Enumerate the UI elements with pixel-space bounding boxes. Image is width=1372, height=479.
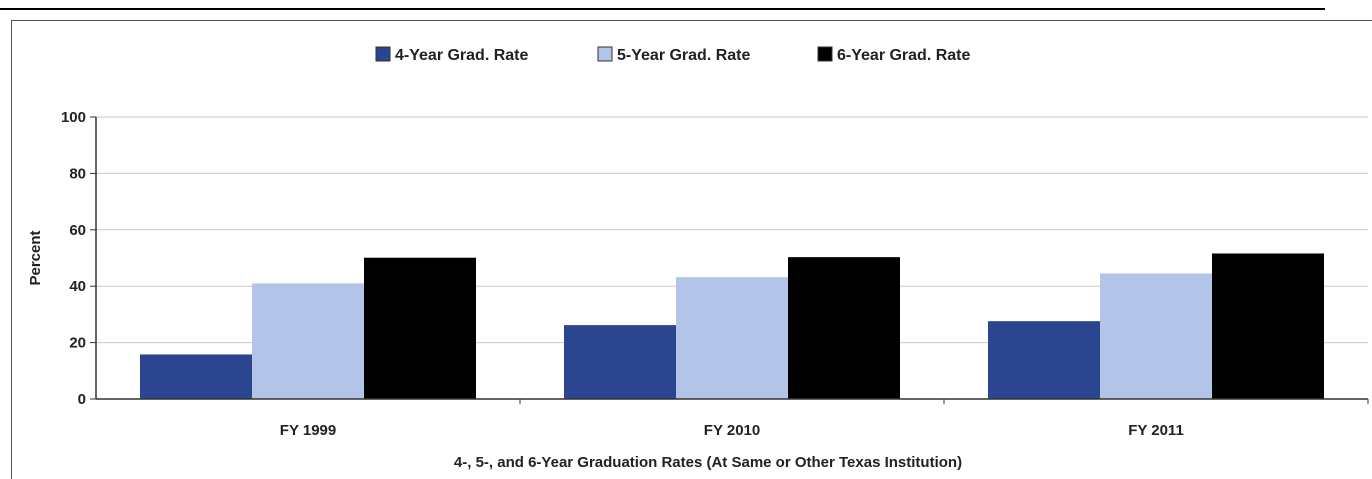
x-axis-title: 4-, 5-, and 6-Year Graduation Rates (At … — [454, 454, 962, 471]
bar-fy-2011-series-1 — [988, 321, 1100, 399]
bar-fy-2010-series-2 — [676, 277, 788, 399]
chart-frame — [11, 20, 1372, 479]
y-tick-label: 20 — [69, 335, 86, 352]
legend-swatch — [817, 46, 833, 62]
axes: 0 20 40 60 80 100 FY 1999 FY 2010 FY 2011 — [61, 109, 1369, 439]
bar-fy-1999-series-2 — [252, 283, 364, 399]
legend-label: 4-Year Grad. Rate — [395, 47, 529, 64]
y-tick-label: 80 — [69, 165, 86, 182]
bar-fy-2010-series-3 — [788, 257, 900, 399]
y-tick-label: 0 — [78, 391, 86, 408]
top-rule — [0, 8, 1325, 10]
y-tick-label: 40 — [69, 278, 86, 295]
bar-fy-2010-series-1 — [564, 325, 676, 399]
x-tick-label: FY 1999 — [280, 422, 336, 439]
legend-label: 5-Year Grad. Rate — [617, 47, 751, 64]
legend: 4-Year Grad. Rate 5-Year Grad. Rate 6-Year… — [375, 46, 971, 64]
x-tick-label: FY 2010 — [704, 422, 760, 439]
legend-label: 6-Year Grad. Rate — [837, 47, 971, 64]
bar-fy-1999-series-1 — [140, 354, 252, 399]
bar-fy-2011-series-2 — [1100, 273, 1212, 399]
bar-fy-2011-series-3 — [1212, 253, 1324, 399]
y-tick-label: 60 — [69, 222, 86, 239]
legend-swatch — [597, 46, 613, 62]
bars — [140, 253, 1324, 399]
legend-swatch — [375, 46, 391, 62]
y-axis-title: Percent — [27, 230, 44, 285]
bar-fy-1999-series-3 — [364, 257, 476, 399]
x-tick-label: FY 2011 — [1128, 422, 1184, 439]
y-tick-label: 100 — [61, 109, 86, 126]
